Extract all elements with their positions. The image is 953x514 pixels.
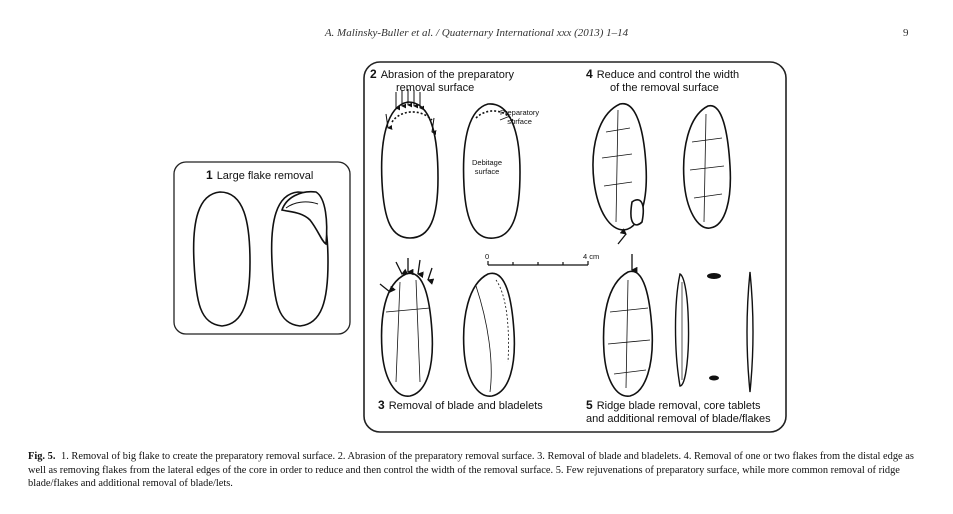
panel-5-blade [746,271,754,393]
debitage-surface-label: Debitage surface [472,158,503,176]
panel-2-arrows [385,89,437,136]
panel-5-label: 5 Ridge blade removal, core tablets and ad… [586,398,771,426]
scale-bar [487,261,589,266]
figure-drawing [173,61,787,433]
panel-1-frame [173,161,351,335]
panel-3-arrows [379,258,435,293]
panel-4-label: 4 Reduce and control the width of the remo… [586,67,740,95]
panel-2-label: 2 Abrasion of the preparatory removal surf… [370,67,514,95]
figure-caption: Fig. 5. 1. Removal of big flake to creat… [28,450,918,491]
panel-2-5-frame [363,61,787,433]
preparatory-surface-label: Preparatory surface [500,108,540,126]
panel-4-arrow [617,228,627,245]
caption-text: 1. Removal of big flake to create the pr… [28,451,914,489]
running-head: A. Malinsky-Buller et al. / Quaternary I… [324,27,629,39]
scale-zero-label: 0 [485,252,490,261]
panel-1-label: 1 Large flake removal [206,168,314,183]
page-number: 9 [903,27,909,39]
panel-1-core-outline [192,191,251,327]
panel-4-core-a [592,102,648,231]
figure: 1 Large flake removal 2 Abrasion of the pr… [170,61,790,433]
panel-1-core-flaked [270,190,329,327]
panel-2-core-b [462,103,521,239]
panel-5-core [602,270,654,397]
panel-5-ridge-blade [674,272,690,387]
panel-3-label: 3 Removal of blade and bladelets [378,398,543,413]
panel-3-core-a [380,272,434,397]
caption-fig-label: Fig. 5. [28,451,56,462]
scale-max-label: 4 cm [583,252,600,261]
panel-3-core-b [462,272,516,397]
preparatory-leader [499,115,511,121]
panel-4-core-b [682,105,732,229]
panel-5-tablets [707,273,721,381]
panel-2-core-a [380,101,439,239]
